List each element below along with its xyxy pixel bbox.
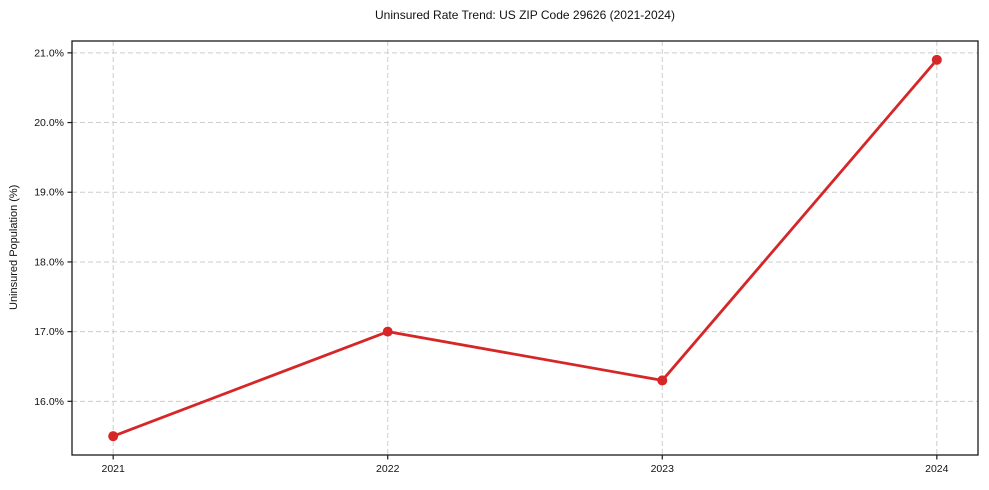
trend-line [111, 58, 939, 438]
y-tick-label: 20.0% [34, 117, 64, 129]
y-tick-label: 16.0% [34, 396, 64, 408]
x-tick-label: 2023 [651, 463, 675, 475]
x-tick-label: 2022 [376, 463, 400, 475]
x-tick-label: 2024 [925, 463, 949, 475]
y-axis-label: Uninsured Population (%) [8, 184, 20, 310]
x-tick-label: 2021 [102, 463, 126, 475]
y-tick-label: 18.0% [34, 256, 64, 268]
data-point-marker [382, 326, 393, 337]
data-point-marker [108, 431, 119, 442]
plot-border [71, 40, 979, 456]
y-tick-label: 21.0% [34, 47, 64, 59]
chart-title: Uninsured Rate Trend: US ZIP Code 29626 … [375, 8, 675, 22]
y-tick-label: 19.0% [34, 187, 64, 199]
data-point-marker [931, 54, 942, 65]
data-point-marker [657, 375, 668, 386]
y-tick-label: 17.0% [34, 326, 64, 338]
